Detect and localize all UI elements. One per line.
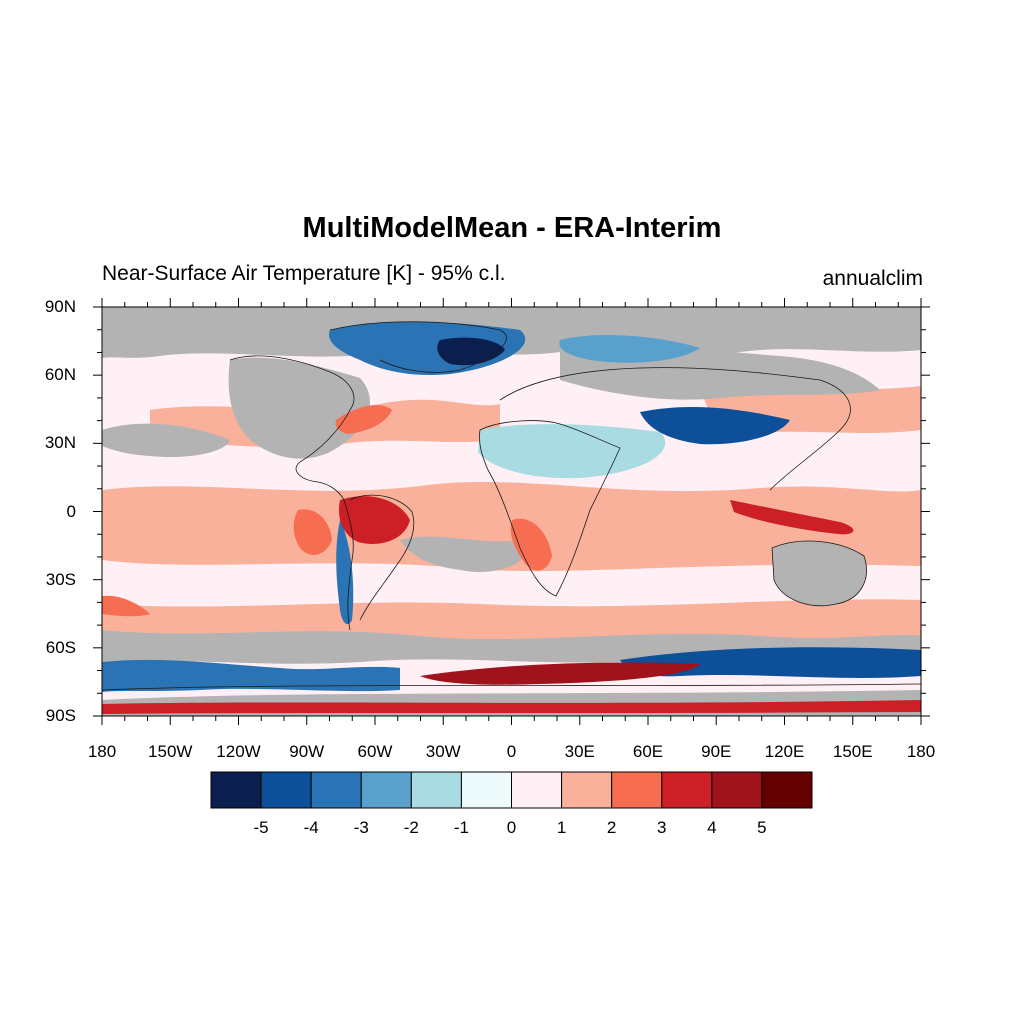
field-warm-namibia xyxy=(510,518,552,571)
lat-label: 30N xyxy=(44,433,76,453)
colorbar-label: 1 xyxy=(556,818,567,837)
field-insignificant-northpacific xyxy=(102,423,230,458)
colorbar-label: -3 xyxy=(353,818,369,837)
field-warm-antarctic-coast xyxy=(420,662,700,685)
colorbar-swatch xyxy=(761,771,813,809)
map-field xyxy=(102,307,921,716)
field-cold-weddell xyxy=(102,659,400,692)
plot-title: MultiModelMean - ERA-Interim xyxy=(302,212,722,244)
field-cold-tibet xyxy=(640,406,790,445)
lon-label: 120E xyxy=(764,742,805,761)
colorbar-label: 3 xyxy=(657,818,667,837)
colorbar-label: -4 xyxy=(303,818,319,837)
lon-label: 30E xyxy=(564,742,595,761)
field-warm-amazon xyxy=(338,496,410,544)
lon-label: 150W xyxy=(148,742,193,761)
colorbar-label: -5 xyxy=(253,818,269,837)
colorbar-swatch xyxy=(711,771,763,809)
lon-label: 150E xyxy=(832,742,873,761)
field-cold-siberia xyxy=(559,334,700,363)
field-warm-peru xyxy=(293,509,332,555)
colorbar-label: 4 xyxy=(707,818,717,837)
lat-label: 90S xyxy=(45,706,76,725)
lat-label: 0 xyxy=(66,501,76,521)
coastlines xyxy=(102,321,921,691)
field-cold-ross xyxy=(620,647,921,678)
colorbar-swatch xyxy=(410,771,462,809)
colorbar-label: -2 xyxy=(403,818,419,837)
lat-label: 90N xyxy=(44,297,76,316)
colorbar-swatch xyxy=(611,771,663,809)
field-warm-southernocean xyxy=(102,595,150,617)
lat-label: 60S xyxy=(45,637,76,657)
lon-label: 120W xyxy=(216,742,261,761)
field-cold-greenland-core xyxy=(437,337,505,366)
lon-label: 180 xyxy=(87,742,117,761)
colorbar-label: 0 xyxy=(506,818,517,837)
lat-label: 30S xyxy=(45,569,76,589)
lon-label: 90W xyxy=(289,742,325,761)
plot-subtitle: Near-Surface Air Temperature [K] - 95% c… xyxy=(102,262,506,285)
colorbar-swatch xyxy=(511,771,563,809)
colorbar-label: -1 xyxy=(453,818,469,837)
lon-label: 90E xyxy=(701,742,732,761)
field-insignificant-americas xyxy=(228,357,370,459)
lat-label: 60N xyxy=(44,365,76,385)
field-insignificant-australia xyxy=(772,541,867,606)
colorbar-swatch xyxy=(561,771,613,809)
colorbar-swatch xyxy=(310,771,362,809)
field-insignificant-southatlantic xyxy=(400,536,526,572)
lon-label: 60E xyxy=(632,742,664,761)
field-cold-sahara xyxy=(478,424,666,479)
lon-label: 0 xyxy=(506,742,517,761)
colorbar-label: 2 xyxy=(606,818,617,837)
field-warm-gulfstream xyxy=(335,405,392,434)
lon-label: 60W xyxy=(357,742,393,761)
colorbar-swatch xyxy=(360,771,412,809)
lon-label: 30W xyxy=(425,742,461,761)
axis-ticks xyxy=(93,298,930,725)
colorbar-swatch xyxy=(661,771,713,809)
colorbar-swatch xyxy=(210,771,262,809)
field-cold-andes xyxy=(336,520,354,625)
field-warm-indonesia xyxy=(730,500,854,535)
colorbar-label: 5 xyxy=(757,818,767,837)
colorbar xyxy=(210,771,813,809)
colorbar-swatch xyxy=(460,771,512,809)
period-label: annualclim xyxy=(822,267,923,290)
colorbar-swatch xyxy=(260,771,312,809)
field-warm-antarctic-strip xyxy=(102,700,921,714)
field-band-subtropics xyxy=(102,560,921,607)
lon-label: 180 xyxy=(906,742,936,761)
